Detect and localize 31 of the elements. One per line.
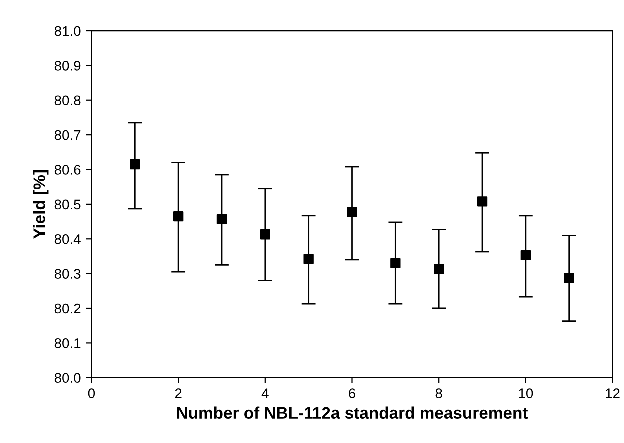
- point: [216, 214, 228, 224]
- y-tick-label: 81.0: [54, 26, 81, 36]
- point: [520, 250, 532, 261]
- x-axis-title: Number of NBL-112a standard measurement: [177, 406, 528, 420]
- y-tick-label: 80.0: [54, 373, 81, 384]
- point: [477, 196, 488, 207]
- y-tick-label: 80.1: [54, 338, 81, 348]
- y-tick-label: 80.2: [54, 304, 81, 314]
- y-tick-label: 80.3: [54, 269, 81, 279]
- x-tick-label: 12: [606, 388, 620, 398]
- y-tick-label: 80.6: [54, 165, 81, 175]
- y-tick-label: 80.4: [54, 234, 81, 244]
- point: [304, 254, 314, 264]
- y-tick-label: 80.9: [54, 61, 81, 71]
- x-tick-label: 8: [436, 388, 442, 398]
- x-tick-label: 2: [175, 388, 182, 398]
- point: [347, 207, 358, 218]
- y-axis-title: Yield [%]: [33, 170, 49, 240]
- y-tick-label: 80.8: [54, 96, 81, 106]
- point: [434, 264, 444, 274]
- point: [390, 258, 401, 268]
- x-tick-label: 10: [519, 388, 534, 398]
- x-tick-label: 6: [349, 388, 356, 398]
- point: [130, 159, 140, 170]
- point: [260, 230, 270, 240]
- y-tick-label: 80.7: [54, 130, 81, 140]
- x-tick-label: 4: [262, 388, 269, 398]
- x-tick-label: 0: [88, 388, 96, 398]
- point: [173, 212, 184, 222]
- point: [564, 273, 574, 284]
- y-tick-label: 80.5: [54, 200, 81, 210]
